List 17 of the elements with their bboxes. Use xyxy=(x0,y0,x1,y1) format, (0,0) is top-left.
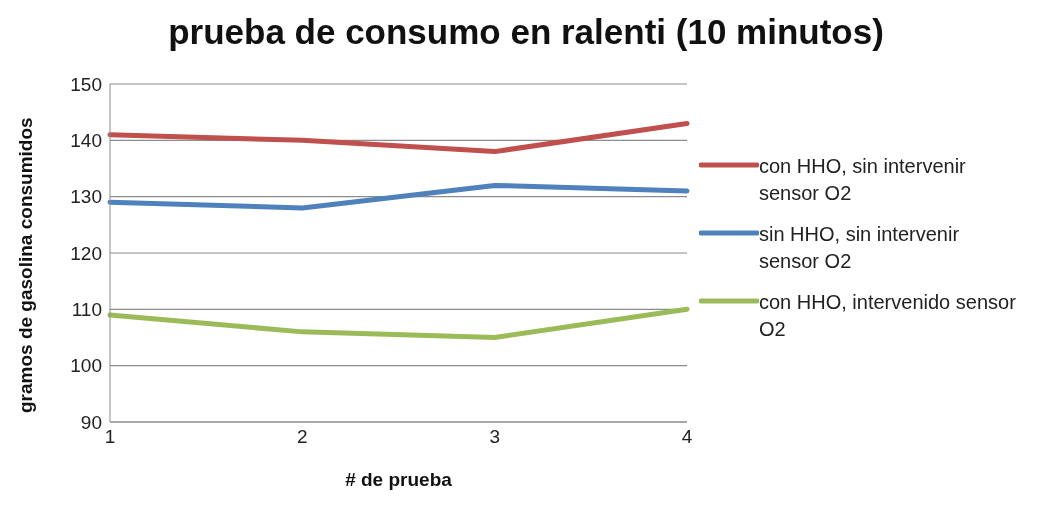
x-axis-title: # de prueba xyxy=(345,469,453,490)
y-tick-label: 140 xyxy=(70,130,102,152)
y-tick-label: 130 xyxy=(70,186,102,208)
y-tick-label: 110 xyxy=(71,299,102,321)
x-tick-label: 4 xyxy=(681,426,693,448)
legend-label: con HHO, intervenido sensor O2 xyxy=(759,290,1017,342)
x-tick-label: 1 xyxy=(104,426,116,448)
y-tick-label: 90 xyxy=(80,411,102,433)
legend-label: sin HHO, sin intervenir sensor O2 xyxy=(759,222,961,274)
y-tick-label: 150 xyxy=(70,73,102,95)
y-axis-title: gramos de gasolina consumidos xyxy=(14,117,36,413)
x-tick-label: 2 xyxy=(297,426,308,448)
x-tick-label: 3 xyxy=(489,426,500,448)
y-tick-label: 120 xyxy=(70,242,102,264)
y-tick-label: 100 xyxy=(70,355,102,377)
chart-title: prueba de consumo en ralenti (10 minutos) xyxy=(167,12,885,52)
legend-label: con HHO, sin intervenir sensor O2 xyxy=(759,154,967,206)
